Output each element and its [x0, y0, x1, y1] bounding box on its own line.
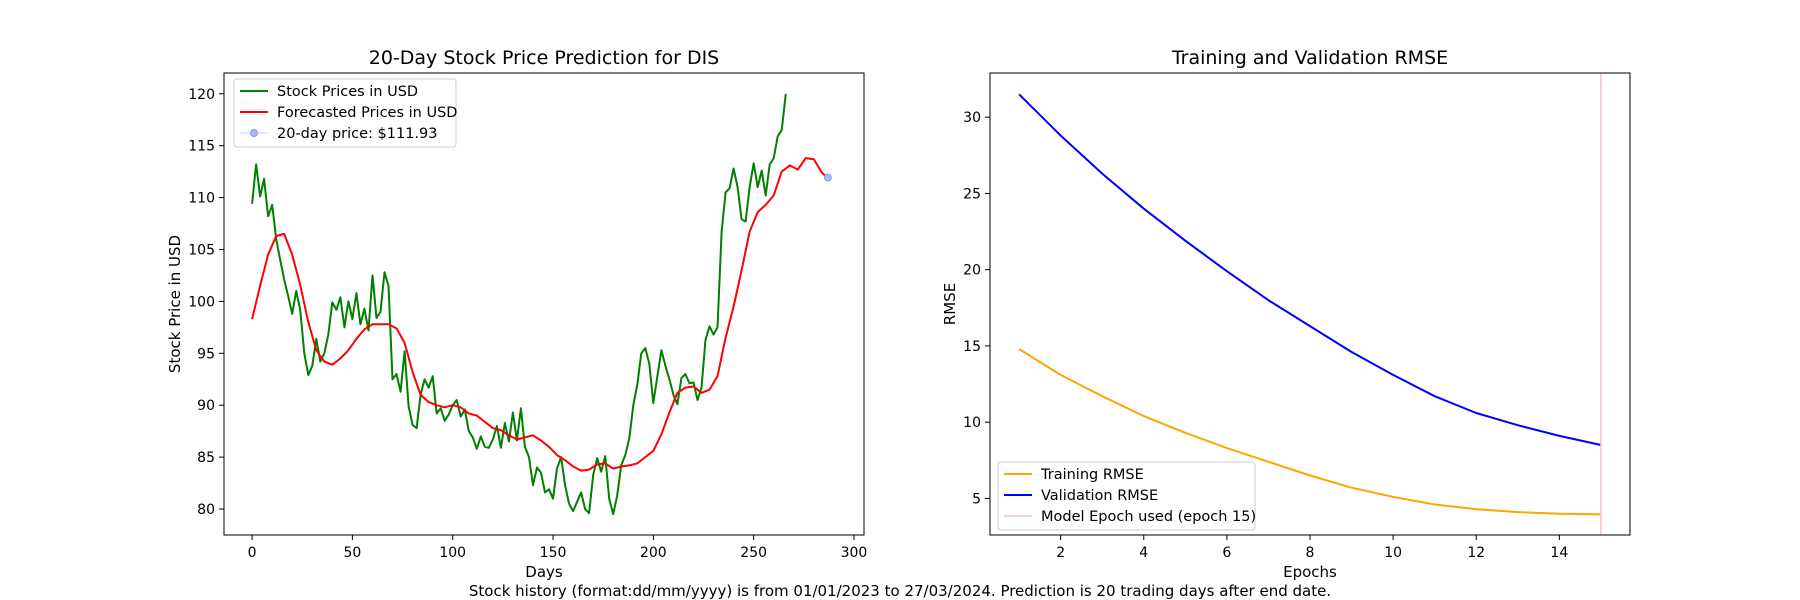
- panel1-y-tick-label: 100: [188, 294, 215, 310]
- panel2-y-tick-label: 30: [963, 110, 981, 126]
- panel2-x-tick-label: 12: [1467, 545, 1485, 561]
- panel1-x-tick-label: 150: [540, 545, 567, 561]
- panel1-y-tick-label: 110: [188, 191, 215, 207]
- panel1-y-tick-label: 115: [188, 139, 215, 155]
- chart-canvas: 0 50 100 150 200 250 3008085909510010511011512…: [166, 47, 1631, 580]
- panel2-y-axis-label: RMSE: [941, 283, 959, 325]
- validation-rmse-line: [1018, 93, 1602, 446]
- panel1-chart-title: 20-Day Stock Price Prediction for DIS: [369, 47, 720, 69]
- training-rmse-line: [1018, 348, 1601, 516]
- legend-label: Model Epoch used (epoch 15): [1041, 509, 1256, 525]
- panel2-y-tick-label: 5: [972, 491, 981, 507]
- panel1-x-tick-label: 200: [640, 545, 667, 561]
- panel1-y-tick-label: 80: [197, 502, 215, 518]
- legend-label: 20-day price: $111.93: [277, 126, 438, 142]
- panel2-chart-title: Training and Validation RMSE: [1171, 47, 1448, 69]
- actual-price-line: [251, 93, 787, 516]
- legend-label: Forecasted Prices in USD: [277, 105, 457, 121]
- panel1-y-tick-label: 105: [188, 242, 215, 258]
- legend-label: Stock Prices in USD: [277, 84, 418, 100]
- panel1-y-axis-label: Stock Price in USD: [166, 235, 184, 373]
- panel2-plot-frame: [989, 72, 1631, 536]
- panel1-y-tick-label: 95: [197, 346, 215, 362]
- panel1-y-tick-label: 90: [197, 398, 215, 414]
- panel2-y-tick-label: 25: [963, 186, 981, 202]
- panel1-plot-frame: [223, 72, 865, 536]
- legend-box: [233, 78, 457, 148]
- legend-marker: [250, 129, 258, 137]
- legend-label: Training RMSE: [1040, 467, 1144, 483]
- panel2-y-tick-label: 20: [963, 263, 981, 279]
- panel1-x-tick-label: 250: [740, 545, 767, 561]
- panel2-y-tick-label: 15: [963, 339, 981, 355]
- prediction-point: [823, 173, 832, 182]
- panel2-y-tick-label: 10: [963, 415, 981, 431]
- panel1-x-tick-label: 100: [439, 545, 466, 561]
- panel2-x-axis-label: Epochs: [1283, 563, 1337, 580]
- panel2-x-tick-label: 6: [1222, 545, 1231, 561]
- panel1-x-axis-label: Days: [525, 563, 563, 580]
- panel1-y-tick-label: 85: [197, 450, 215, 466]
- figure-footer: Stock history (format:dd/mm/yyyy) is fro…: [468, 582, 1332, 600]
- panel2-x-tick-label: 4: [1139, 545, 1148, 561]
- panel2-x-tick-label: 14: [1550, 545, 1568, 561]
- legend-box: [997, 461, 1256, 531]
- panel1-x-tick-label: 0: [248, 545, 257, 561]
- legend-label: Validation RMSE: [1041, 488, 1158, 504]
- panel2-x-tick-label: 2: [1056, 545, 1065, 561]
- panel1-y-tick-label: 120: [188, 87, 215, 103]
- forecast-price-line: [251, 157, 829, 472]
- panel2-x-tick-label: 8: [1306, 545, 1315, 561]
- panel2-x-tick-label: 10: [1384, 545, 1402, 561]
- panel1-x-tick-label: 300: [841, 545, 868, 561]
- panel1-x-tick-label: 50: [343, 545, 361, 561]
